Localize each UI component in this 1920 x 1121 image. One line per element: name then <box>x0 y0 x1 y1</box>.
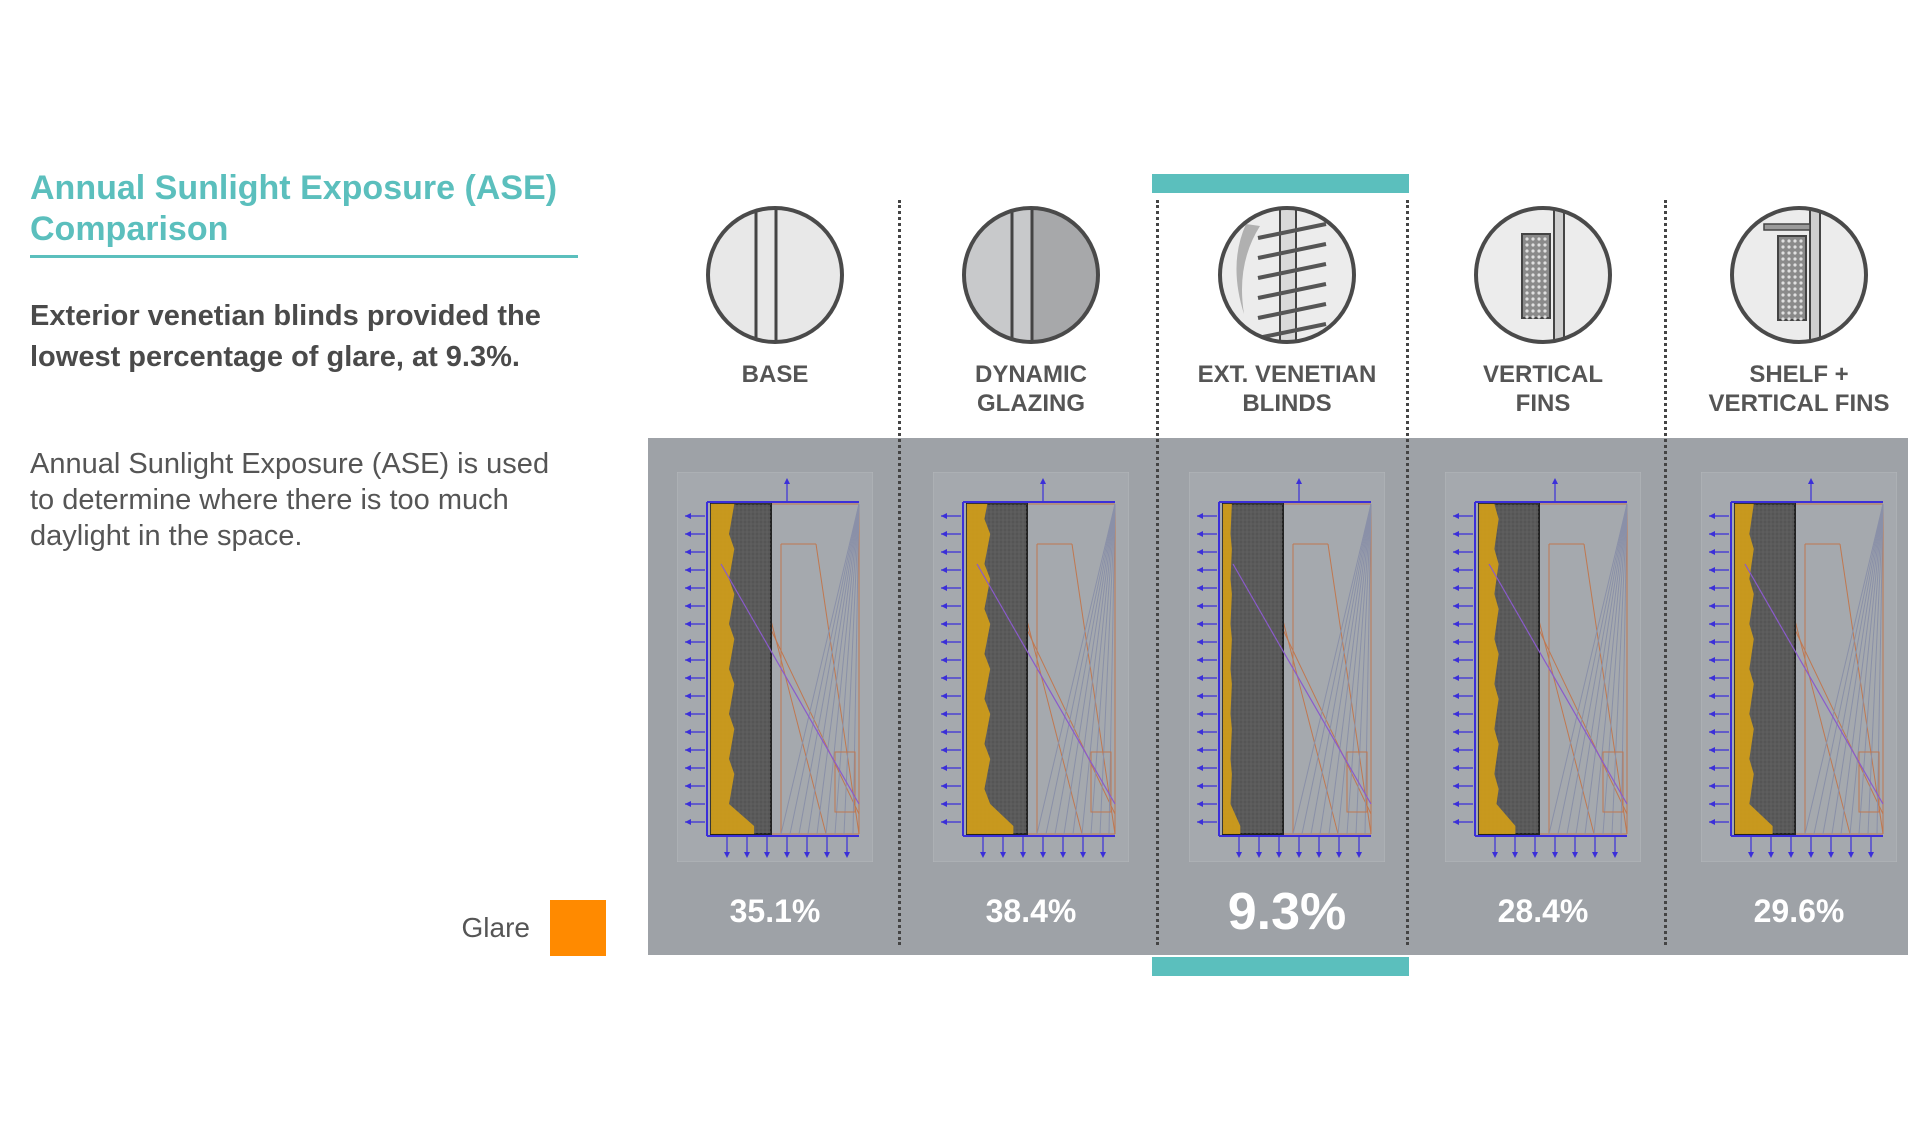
highlight-bar-bottom <box>1152 957 1409 976</box>
value-label: 35.1% <box>729 893 821 929</box>
category-label-line: GLAZING <box>977 390 1085 417</box>
title-rule <box>30 255 578 258</box>
category-label-line: VERTICAL <box>1483 361 1603 388</box>
category-label: SHELF + VERTICAL FINS <box>1671 360 1920 418</box>
chart-title: Annual Sunlight Exposure (ASE) Compariso… <box>30 169 558 248</box>
highlight-bar-top <box>1152 174 1409 193</box>
category-label: EXT. VENETIAN BLINDS <box>1159 360 1415 418</box>
ase-simulation-plot <box>1701 472 1897 862</box>
category-label: VERTICAL FINS <box>1415 360 1671 418</box>
category-label-line: FINS <box>1515 390 1571 417</box>
column-divider <box>1664 200 1667 945</box>
vertical-fins-icon <box>1474 206 1612 344</box>
value-label: 9.3% <box>1227 883 1347 941</box>
ase-simulation-plot <box>677 472 873 862</box>
ase-simulation-plot <box>1189 472 1385 862</box>
ase-simulation-plot <box>933 472 1129 862</box>
base-glazing-icon <box>706 206 844 344</box>
legend-label: Glare <box>461 912 530 943</box>
body-text: Annual Sunlight Exposure (ASE) is used t… <box>30 448 550 552</box>
category-label-line: SHELF + <box>1749 361 1849 388</box>
category-label: BASE <box>647 360 903 389</box>
ase-simulation-plot <box>1445 472 1641 862</box>
category-label-line: VERTICAL FINS <box>1708 390 1890 417</box>
category-label-line: BLINDS <box>1242 390 1332 417</box>
column-divider <box>1406 200 1409 945</box>
category-label-line: BASE <box>741 361 809 388</box>
category-label-line: DYNAMIC <box>975 361 1087 388</box>
value-label: 38.4% <box>985 893 1077 929</box>
venetian-blinds-icon <box>1218 206 1356 344</box>
column-divider <box>898 200 901 945</box>
column-divider <box>1156 200 1159 945</box>
lead-text: Exterior venetian blinds provided the lo… <box>30 300 541 373</box>
shelf-vertical-fins-icon <box>1730 206 1868 344</box>
category-label-line: EXT. VENETIAN <box>1197 361 1377 388</box>
category-label: DYNAMIC GLAZING <box>903 360 1159 418</box>
value-label: 29.6% <box>1753 893 1845 929</box>
legend-swatch-glare <box>550 900 606 956</box>
value-label: 28.4% <box>1497 893 1589 929</box>
dynamic-glazing-icon <box>962 206 1100 344</box>
